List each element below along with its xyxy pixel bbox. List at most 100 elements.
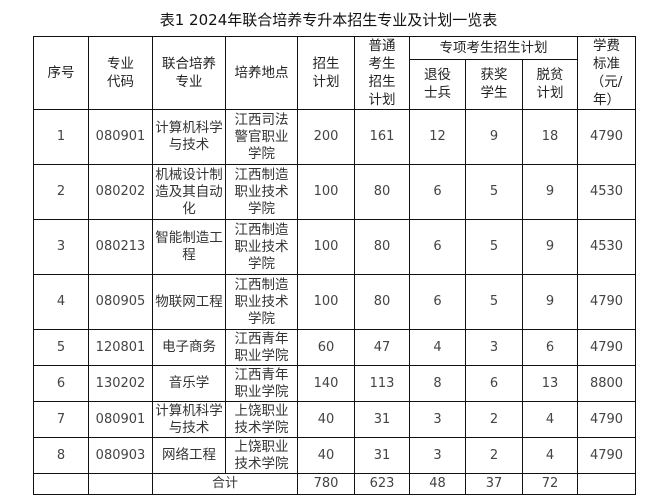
table-row: 2 080202 机械设计制造及其自动化 江西制造职业技术学院 100 80 6 5 9 4530 (33, 164, 637, 220)
cell-regular: 80 (354, 164, 410, 220)
cell-index: 3 (33, 219, 89, 275)
cell-code: 080903 (88, 437, 153, 474)
header-location: 培养地点 (225, 36, 298, 110)
enrollment-plan-table: 序号 专业代码 联合培养专业 培养地点 招生计划 普通考生招生计划 专项考生招生… (33, 36, 637, 495)
cell-code: 080202 (88, 164, 153, 220)
cell-index: 7 (33, 401, 89, 438)
cell-major: 机械设计制造及其自动化 (152, 164, 226, 220)
cell-fee: 4790 (577, 109, 637, 165)
cell-plan: 100 (297, 274, 355, 330)
cell-award: 6 (465, 365, 523, 402)
cell-location: 上饶职业技术学院 (225, 437, 298, 474)
cell-veteran: 6 (409, 164, 466, 220)
total-row: 合计 780 623 48 37 72 (33, 473, 637, 495)
cell-poverty: 4 (521, 401, 579, 438)
cell-regular: 161 (354, 109, 410, 165)
table-row: 4 080905 物联网工程 江西制造职业技术学院 100 80 6 5 9 4790 (33, 274, 637, 330)
cell-poverty: 13 (521, 365, 579, 402)
cell-fee: 4790 (577, 274, 637, 330)
cell-index: 2 (33, 164, 89, 220)
total-empty-code (88, 473, 153, 495)
header-fee: 学费标准（元/年） (577, 36, 637, 110)
cell-poverty: 9 (521, 164, 579, 220)
total-plan: 780 (297, 473, 355, 495)
table-title: 表1 2024年联合培养专升本招生专业及计划一览表 (159, 11, 498, 29)
cell-fee: 4790 (577, 329, 637, 366)
total-veteran: 48 (409, 473, 466, 495)
cell-fee: 4530 (577, 219, 637, 275)
cell-poverty: 6 (521, 329, 579, 366)
cell-regular: 80 (354, 219, 410, 275)
header-index: 序号 (33, 36, 89, 110)
total-regular: 623 (354, 473, 410, 495)
cell-major: 计算机科学与技术 (152, 401, 226, 438)
cell-location: 江西青年职业学院 (225, 365, 298, 402)
table-row: 7 080901 计算机科学与技术 上饶职业技术学院 40 31 3 2 4 4790 (33, 401, 637, 438)
cell-award: 5 (465, 274, 523, 330)
cell-plan: 40 (297, 437, 355, 474)
cell-plan: 40 (297, 401, 355, 438)
cell-veteran: 3 (409, 437, 466, 474)
cell-regular: 31 (354, 437, 410, 474)
total-poverty: 72 (521, 473, 579, 495)
cell-index: 6 (33, 365, 89, 402)
table-row: 8 080903 网络工程 上饶职业技术学院 40 31 3 2 4 4790 (33, 437, 637, 474)
cell-fee: 4530 (577, 164, 637, 220)
cell-location: 江西青年职业学院 (225, 329, 298, 366)
header-major: 联合培养专业 (152, 36, 226, 110)
cell-major: 电子商务 (152, 329, 226, 366)
total-award: 37 (465, 473, 523, 495)
cell-major: 计算机科学与技术 (152, 109, 226, 165)
cell-poverty: 4 (521, 437, 579, 474)
cell-plan: 100 (297, 219, 355, 275)
cell-major: 音乐学 (152, 365, 226, 402)
cell-index: 5 (33, 329, 89, 366)
cell-index: 4 (33, 274, 89, 330)
cell-veteran: 6 (409, 274, 466, 330)
cell-index: 1 (33, 109, 89, 165)
header-code: 专业代码 (88, 36, 153, 110)
table-row: 6 130202 音乐学 江西青年职业学院 140 113 8 6 13 8800 (33, 365, 637, 402)
cell-fee: 4790 (577, 401, 637, 438)
cell-award: 9 (465, 109, 523, 165)
cell-regular: 31 (354, 401, 410, 438)
cell-poverty: 18 (521, 109, 579, 165)
cell-code: 080901 (88, 401, 153, 438)
header-regular: 普通考生招生计划 (354, 36, 410, 110)
cell-veteran: 3 (409, 401, 466, 438)
cell-award: 5 (465, 219, 523, 275)
cell-regular: 113 (354, 365, 410, 402)
cell-award: 3 (465, 329, 523, 366)
cell-award: 2 (465, 401, 523, 438)
cell-major: 网络工程 (152, 437, 226, 474)
total-empty-index (33, 473, 89, 495)
cell-code: 080213 (88, 219, 153, 275)
total-label: 合计 (152, 473, 298, 495)
cell-major: 智能制造工程 (152, 219, 226, 275)
header-poverty: 脱贫计划 (521, 58, 579, 111)
cell-code: 080905 (88, 274, 153, 330)
cell-fee: 8800 (577, 365, 637, 402)
cell-veteran: 8 (409, 365, 466, 402)
cell-award: 5 (465, 164, 523, 220)
header-plan: 招生计划 (297, 36, 355, 110)
header-special: 专项考生招生计划 (408, 36, 579, 60)
cell-plan: 200 (297, 109, 355, 165)
cell-poverty: 9 (521, 219, 579, 275)
cell-regular: 47 (354, 329, 410, 366)
header-award: 获奖学生 (465, 58, 523, 111)
cell-code: 130202 (88, 365, 153, 402)
cell-award: 2 (465, 437, 523, 474)
cell-location: 江西制造职业技术学院 (225, 164, 298, 220)
table-row: 3 080213 智能制造工程 江西制造职业技术学院 100 80 6 5 9 4530 (33, 219, 637, 275)
total-empty-fee (577, 473, 637, 495)
table-row: 1 080901 计算机科学与技术 江西司法警官职业学院 200 161 12 9 18 4790 (33, 109, 637, 165)
cell-fee: 4790 (577, 437, 637, 474)
cell-veteran: 12 (409, 109, 466, 165)
cell-major: 物联网工程 (152, 274, 226, 330)
cell-code: 080901 (88, 109, 153, 165)
cell-code: 120801 (88, 329, 153, 366)
cell-index: 8 (33, 437, 89, 474)
cell-veteran: 6 (409, 219, 466, 275)
cell-veteran: 4 (409, 329, 466, 366)
